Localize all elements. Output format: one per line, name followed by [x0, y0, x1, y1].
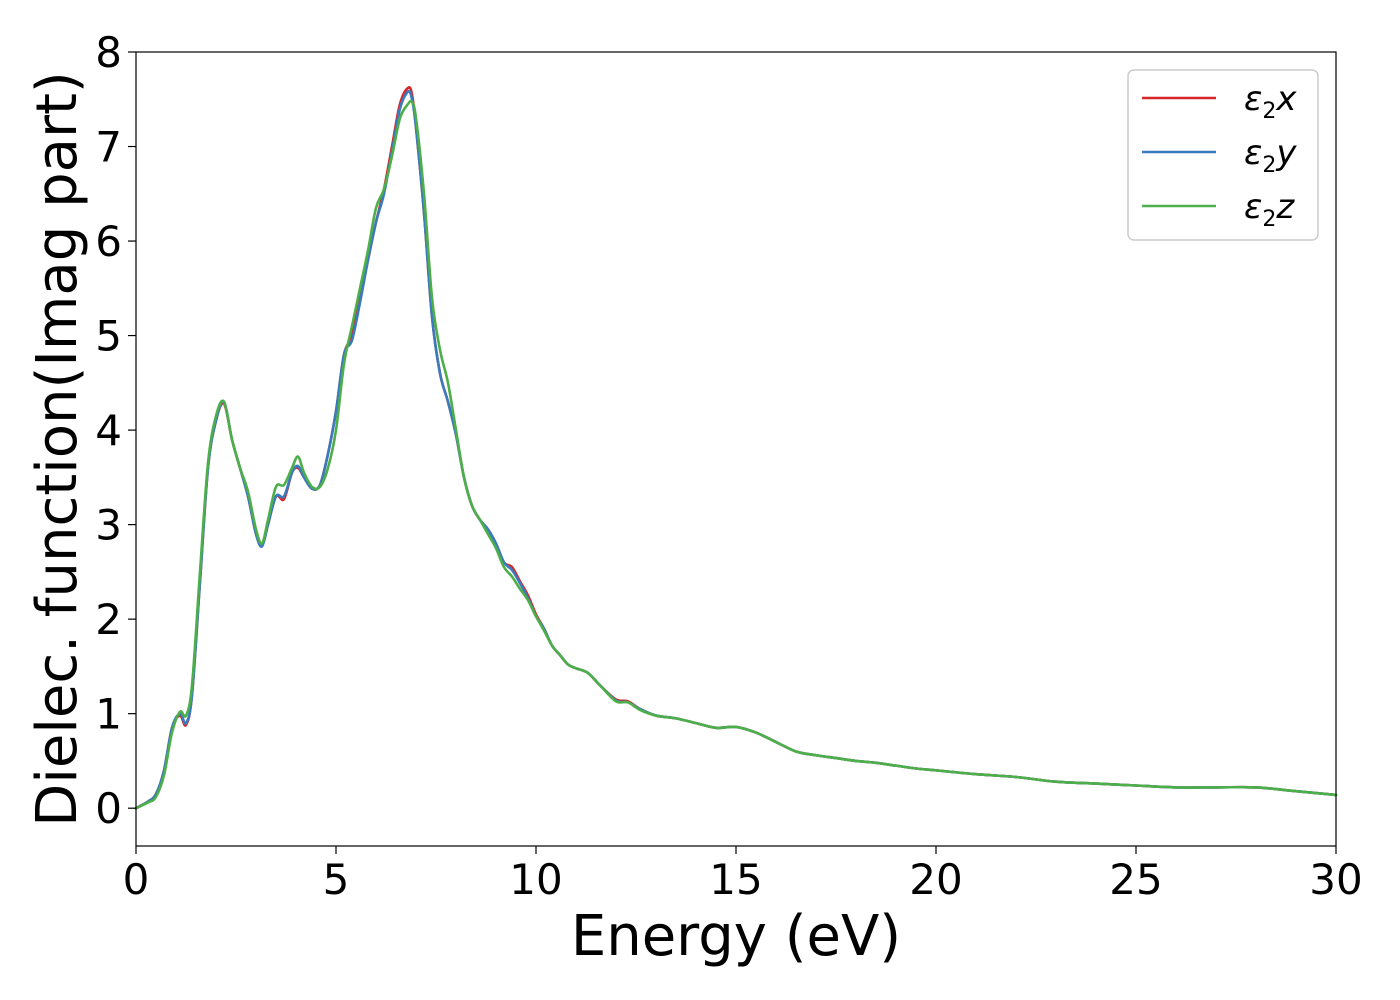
legend-subscript: 2 — [1262, 153, 1276, 178]
y-tick-label: 4 — [95, 406, 122, 455]
x-tick-label: 0 — [123, 855, 150, 904]
x-axis-ticks: 0 5 10 15 20 25 30 — [123, 846, 1363, 904]
legend-variable: x — [1275, 79, 1297, 119]
x-tick-label: 25 — [1109, 855, 1162, 904]
y-tick-label: 5 — [95, 312, 122, 361]
x-tick-label: 20 — [909, 855, 962, 904]
legend-symbol: ε — [1244, 133, 1262, 173]
legend-subscript: 2 — [1262, 207, 1276, 232]
series-line-z — [134, 99, 1338, 810]
legend-frame — [1127, 69, 1319, 241]
y-tick-label: 2 — [95, 595, 122, 644]
legend-symbol: ε — [1244, 79, 1262, 119]
y-tick-label: 6 — [95, 217, 122, 266]
series-layer — [134, 86, 1338, 810]
x-tick-label: 15 — [709, 855, 762, 904]
legend-variable: z — [1275, 187, 1295, 227]
y-tick-label: 3 — [95, 501, 122, 550]
y-tick-label: 0 — [95, 784, 122, 833]
legend-entry-x: ε2x — [1244, 79, 1297, 124]
legend-subscript: 2 — [1262, 99, 1276, 124]
y-axis-label: Dielec. function(Imag part) — [25, 71, 90, 827]
x-axis-label: Energy (eV) — [571, 904, 901, 969]
legend-entry-y: ε2y — [1244, 133, 1297, 178]
y-tick-label: 7 — [95, 123, 122, 172]
x-tick-label: 10 — [509, 855, 562, 904]
y-tick-label: 1 — [95, 690, 122, 739]
legend-entry-z: ε2z — [1244, 187, 1295, 232]
y-axis-ticks: 0 1 2 3 4 5 6 7 8 — [95, 28, 136, 833]
legend-variable: y — [1275, 133, 1297, 173]
legend-symbol: ε — [1244, 187, 1262, 227]
x-tick-label: 30 — [1309, 855, 1362, 904]
y-tick-label: 8 — [95, 28, 122, 77]
x-tick-label: 5 — [323, 855, 350, 904]
